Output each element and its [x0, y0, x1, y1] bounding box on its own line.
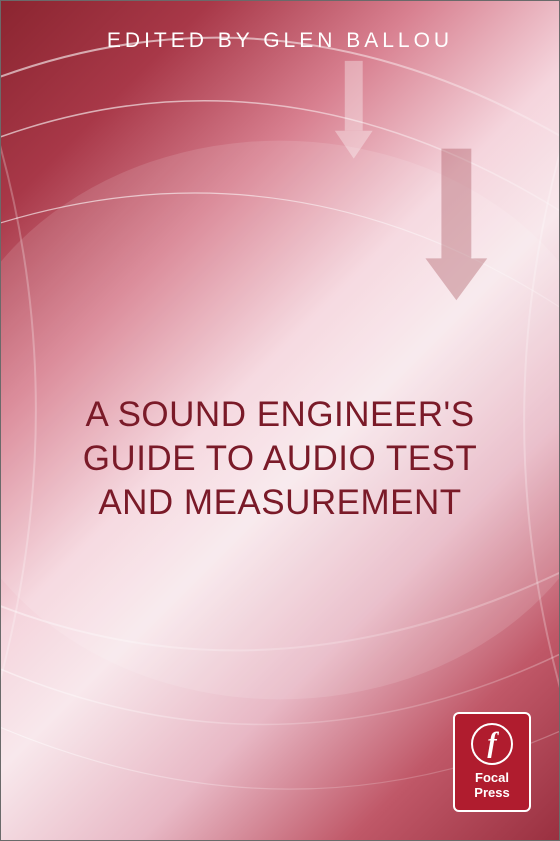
publisher-badge: f Focal Press: [453, 712, 531, 812]
editor-credit: EDITED BY GLEN BALLOU: [1, 29, 559, 53]
publisher-name: Focal Press: [474, 771, 509, 801]
book-title: A SOUND ENGINEER'S GUIDE TO AUDIO TEST A…: [31, 393, 529, 524]
title-line-2: GUIDE TO AUDIO TEST: [31, 437, 529, 481]
publisher-name-line1: Focal: [474, 771, 509, 786]
title-line-3: AND MEASUREMENT: [31, 481, 529, 525]
book-cover: EDITED BY GLEN BALLOU A SOUND ENGINEER'S…: [0, 0, 560, 841]
title-line-1: A SOUND ENGINEER'S: [31, 393, 529, 437]
publisher-logo-icon: f: [471, 723, 513, 765]
publisher-logo-letter: f: [487, 728, 496, 760]
publisher-name-line2: Press: [474, 786, 509, 801]
